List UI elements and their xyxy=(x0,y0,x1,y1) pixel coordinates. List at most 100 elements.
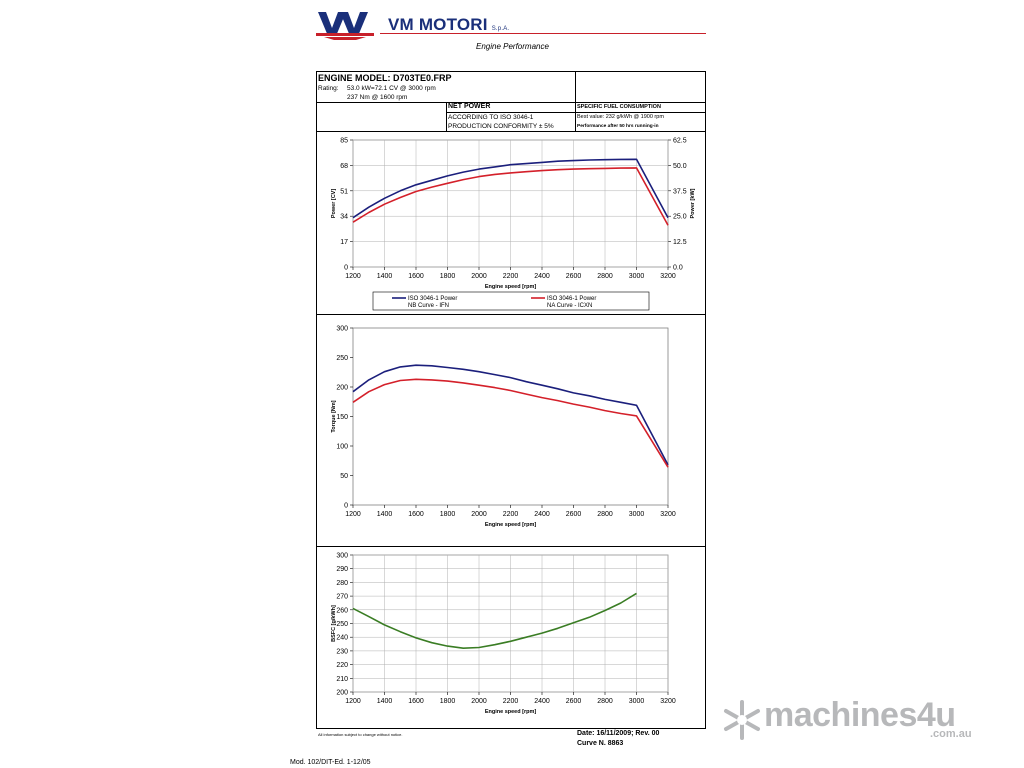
x-tick-label: 2400 xyxy=(534,511,550,518)
table-divider xyxy=(575,71,576,131)
y-tick-label: 220 xyxy=(336,662,348,669)
performance-sheet xyxy=(316,71,706,729)
x-tick-label: 2400 xyxy=(534,273,550,280)
y-tick-label: 85 xyxy=(340,138,348,145)
y-tick-label: 17 xyxy=(340,239,348,246)
table-divider xyxy=(446,102,447,131)
x-tick-label: 1200 xyxy=(345,273,361,280)
sfc-best-value: Best value: 232 g/kWh @ 1900 rpm xyxy=(577,114,664,120)
y-tick-label: 230 xyxy=(336,648,348,655)
x-tick-label: 2600 xyxy=(566,511,582,518)
x-tick-label: 2200 xyxy=(503,698,519,705)
series-line-1 xyxy=(352,167,669,226)
disclaimer: All information subject to change withou… xyxy=(318,732,403,737)
x-tick-label: 2000 xyxy=(471,511,487,518)
y-tick-label: 300 xyxy=(336,326,348,333)
y-axis-label: Torque [Nm] xyxy=(331,400,337,432)
sfc-title: SPECIFIC FUEL CONSUMPTION xyxy=(577,104,661,110)
x-tick-label: 1800 xyxy=(440,273,456,280)
y-tick-label: 200 xyxy=(336,385,348,392)
form-number: Mod. 102/DIT-Ed. 1-12/05 xyxy=(290,759,371,766)
x-tick-label: 2600 xyxy=(566,273,582,280)
sfc-note: Performance after 50 hrs running-in xyxy=(577,124,659,129)
power-chart: 0 17 34 51 68 85 0.0 12.5 25.0 37.5 50.0 62.5 1200 14… xyxy=(331,138,696,311)
legend-sublabel: NA Curve - ICXN xyxy=(547,303,592,309)
company-name-text: VM MOTORI xyxy=(388,15,488,34)
legend-box xyxy=(372,291,650,311)
table-divider xyxy=(446,112,706,113)
y2-axis-label: Power [kW] xyxy=(690,188,696,218)
y-tick-label: 100 xyxy=(336,444,348,451)
x-tick-label: 3200 xyxy=(660,511,676,518)
watermark-text: machines4u xyxy=(764,696,956,734)
rating-power: 53.0 kW=72.1 CV @ 3000 rpm xyxy=(347,85,436,92)
company-suffix: S.p.A. xyxy=(491,26,510,32)
x-tick-label: 2000 xyxy=(471,698,487,705)
x-axis-label: Engine speed [rpm] xyxy=(485,284,537,290)
series-line-0 xyxy=(352,364,669,466)
x-tick-label: 1400 xyxy=(377,511,393,518)
x-tick-label: 2400 xyxy=(534,698,550,705)
x-tick-label: 2200 xyxy=(503,273,519,280)
plot-area xyxy=(352,327,669,506)
x-tick-label: 2000 xyxy=(471,273,487,280)
y-tick-label: 210 xyxy=(336,676,348,683)
y-tick-label: 240 xyxy=(336,635,348,642)
y2-tick-label: 12.5 xyxy=(673,239,687,246)
legend-label: ISO 3046-1 Power xyxy=(408,296,457,302)
y-tick-label: 0 xyxy=(344,503,348,510)
x-tick-label: 2800 xyxy=(597,698,613,705)
x-tick-label: 1200 xyxy=(345,511,361,518)
x-tick-label: 1400 xyxy=(377,273,393,280)
x-tick-label: 2800 xyxy=(597,273,613,280)
table-divider xyxy=(316,131,706,132)
iso-standard: ACCORDING TO ISO 3046-1 xyxy=(448,114,534,121)
table-divider xyxy=(316,102,706,103)
y-tick-label: 250 xyxy=(336,621,348,628)
x-tick-label: 2800 xyxy=(597,511,613,518)
x-axis-label: Engine speed [rpm] xyxy=(485,709,537,715)
x-tick-label: 1600 xyxy=(408,698,424,705)
series-line-0 xyxy=(352,158,669,219)
y-tick-label: 270 xyxy=(336,594,348,601)
rating-label: Rating: xyxy=(318,85,339,92)
y-tick-label: 280 xyxy=(336,580,348,587)
y-tick-label: 0 xyxy=(344,265,348,272)
x-tick-label: 1600 xyxy=(408,511,424,518)
y-tick-label: 250 xyxy=(336,355,348,362)
net-power-title: NET POWER xyxy=(448,103,491,110)
y-tick-label: 290 xyxy=(336,566,348,573)
page-subtitle: Engine Performance xyxy=(476,42,549,51)
x-tick-label: 2600 xyxy=(566,698,582,705)
series-line-0 xyxy=(352,592,637,649)
y-tick-label: 300 xyxy=(336,553,348,560)
y2-tick-label: 62.5 xyxy=(673,138,687,145)
section-divider xyxy=(316,546,706,547)
x-tick-label: 1800 xyxy=(440,698,456,705)
bsfc-chart: 200 210 220 230 240 250 260 270 280 290 300 1200 140… xyxy=(331,553,676,716)
date-revision: Date: 16/11/2009; Rev. 00 xyxy=(577,730,660,737)
y-axis-label: Power [CV] xyxy=(331,189,337,219)
x-tick-label: 3200 xyxy=(660,273,676,280)
x-tick-label: 1600 xyxy=(408,273,424,280)
production-conformity: PRODUCTION CONFORMITY ± 5% xyxy=(448,123,554,130)
x-tick-label: 1400 xyxy=(377,698,393,705)
legend-sublabel: NB Curve - IFN xyxy=(408,303,449,309)
y-tick-label: 34 xyxy=(340,214,348,221)
y-axis-label: BSFC [g/kWh] xyxy=(331,605,337,642)
y2-tick-label: 50.0 xyxy=(673,163,687,170)
x-tick-label: 2200 xyxy=(503,511,519,518)
x-tick-label: 3000 xyxy=(629,698,645,705)
y2-tick-label: 0.0 xyxy=(673,265,683,272)
x-axis-label: Engine speed [rpm] xyxy=(485,522,537,528)
curve-number: Curve N. 8863 xyxy=(577,740,624,747)
engine-model: ENGINE MODEL: D703TE0.FRP xyxy=(318,73,452,83)
x-tick-label: 3200 xyxy=(660,698,676,705)
torque-chart: 0 50 100 150 200 250 300 1200 1400 1600 1800 2000 22… xyxy=(331,326,676,529)
watermark-domain: .com.au xyxy=(930,728,972,740)
brand-divider xyxy=(380,33,706,34)
y-tick-label: 50 xyxy=(340,473,348,480)
x-tick-label: 3000 xyxy=(629,273,645,280)
y-tick-label: 51 xyxy=(340,188,348,195)
x-tick-label: 1200 xyxy=(345,698,361,705)
